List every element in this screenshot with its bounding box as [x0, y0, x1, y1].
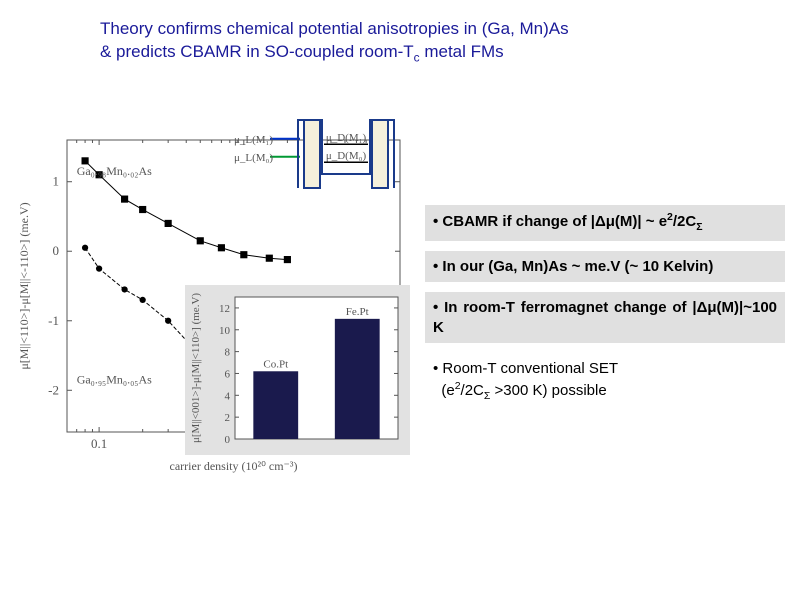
bullet-list: • CBAMR if change of |Δμ(M)| ~ e2/2CΣ • …: [425, 205, 785, 420]
svg-text:-1: -1: [48, 313, 59, 328]
svg-text:4: 4: [225, 390, 231, 402]
bullet-4: • Room-T conventional SET (e2/2CΣ >300 K…: [425, 353, 785, 409]
svg-text:μ[M||<110>]-μ[M||<-110>] (me.V: μ[M||<110>]-μ[M||<-110>] (me.V): [17, 202, 31, 369]
svg-text:carrier density (10²⁰ cm⁻³): carrier density (10²⁰ cm⁻³): [170, 459, 298, 473]
bullet-2: • In our (Ga, Mn)As ~ me.V (~ 10 Kelvin): [425, 251, 785, 283]
svg-text:Fe.Pt: Fe.Pt: [346, 306, 369, 318]
svg-text:1: 1: [53, 174, 60, 189]
svg-text:Co.Pt: Co.Pt: [263, 358, 288, 370]
svg-text:0.1: 0.1: [91, 436, 107, 451]
svg-text:8: 8: [225, 347, 231, 359]
inset-bar-chart: 0 2 4 6 8 10 12 Co.Pt Fe.Pt μ[M||<001>]-μ[M||<110…: [185, 285, 410, 455]
bullet-1: • CBAMR if change of |Δμ(M)| ~ e2/2CΣ: [425, 205, 785, 241]
svg-text:Ga₀.₉₈Mn₀.₀₂As: Ga₀.₉₈Mn₀.₀₂As: [77, 164, 152, 178]
title-line-1: Theory confirms chemical potential aniso…: [100, 18, 680, 41]
energy-well-diagram: μ_L(M₁) μ_L(M₀) μ_D(M₁) μ_D(M₀): [232, 110, 420, 200]
svg-text:-2: -2: [48, 382, 59, 397]
bullet-3: • In room-T ferromagnet change of |Δμ(M)…: [425, 292, 785, 343]
svg-text:0: 0: [225, 434, 231, 446]
svg-text:μ_L(M₀): μ_L(M₀): [234, 152, 273, 164]
slide-title: Theory confirms chemical potential aniso…: [100, 18, 680, 65]
svg-text:0: 0: [53, 243, 60, 258]
svg-text:μ_L(M₁): μ_L(M₁): [234, 134, 273, 146]
svg-text:12: 12: [219, 303, 230, 315]
svg-text:6: 6: [225, 368, 231, 380]
svg-text:μ_D(M₁): μ_D(M₁): [326, 132, 367, 144]
svg-text:μ_D(M₀): μ_D(M₀): [326, 150, 367, 162]
svg-text:10: 10: [219, 325, 231, 337]
title-line-2: & predicts CBAMR in SO-coupled room-Tc m…: [100, 41, 680, 65]
svg-text:Ga₀.₉₅Mn₀.₀₅As: Ga₀.₉₅Mn₀.₀₅As: [77, 372, 152, 386]
svg-text:μ[M||<001>]-μ[M||<110>] (me.V): μ[M||<001>]-μ[M||<110>] (me.V): [190, 293, 202, 443]
svg-text:2: 2: [225, 412, 231, 424]
